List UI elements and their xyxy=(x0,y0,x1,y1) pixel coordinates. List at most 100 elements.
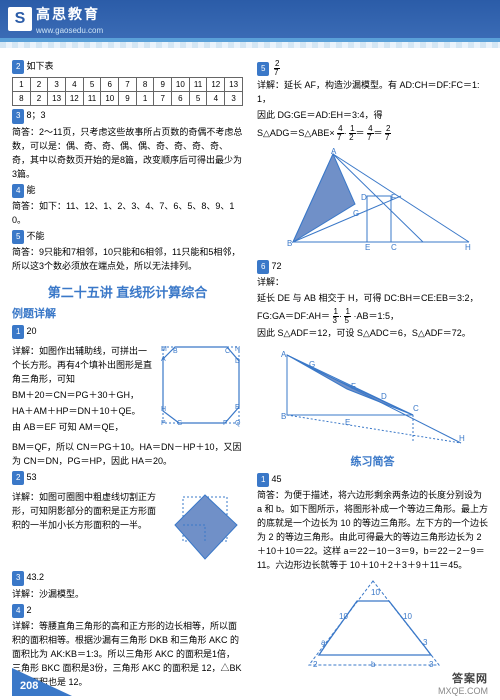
table-cell: 11 xyxy=(189,78,207,92)
answer: 43.2 xyxy=(26,572,44,582)
svg-text:G: G xyxy=(309,360,315,369)
brand-url: www.gaosedu.com xyxy=(36,26,103,35)
explanation: 简答：2～11页，只考虑这些故事所占页数的奇偶不考虑总数，可以是：偶、奇、奇、偶… xyxy=(12,126,243,182)
wave-divider xyxy=(0,42,500,48)
item-badge: 5 xyxy=(257,62,269,76)
table-cell: 4 xyxy=(65,78,83,92)
left-column: 2如下表 12345678910111213 82131211109176543… xyxy=(12,58,243,660)
item-badge: 4 xyxy=(12,184,24,198)
table-cell: 12 xyxy=(207,78,225,92)
text: 如下表 xyxy=(26,61,53,71)
explanation: 延长 DE 与 AB 相交于 H，可得 DC:BH＝CE:EB＝3:2， xyxy=(257,292,488,306)
answer: 不能 xyxy=(26,231,44,241)
svg-text:10: 10 xyxy=(403,612,412,621)
table-cell: 4 xyxy=(207,92,225,106)
svg-text:A: A xyxy=(161,356,166,363)
right-column: 5 27 详解：延长 AF，构造沙漏模型。有 AD:CH＝DF:FC＝1:1， … xyxy=(257,58,488,660)
svg-text:B: B xyxy=(173,348,178,355)
equation: 由 AB＝EF 可知 AM＝QE， xyxy=(12,421,155,435)
svg-text:N: N xyxy=(235,346,240,353)
subsection-title: 练习简答 xyxy=(257,453,488,469)
svg-text:C: C xyxy=(413,404,419,413)
svg-text:A: A xyxy=(331,147,337,156)
table-cell: 7 xyxy=(119,78,137,92)
svg-text:C: C xyxy=(391,243,397,252)
svg-text:E: E xyxy=(365,243,370,252)
answer: 20 xyxy=(26,326,36,336)
watermark: 答案网 MXQE.COM xyxy=(438,670,488,696)
table-cell: 6 xyxy=(101,78,119,92)
answer: 能 xyxy=(26,185,35,195)
table-cell: 9 xyxy=(154,78,172,92)
svg-text:A: A xyxy=(281,350,287,359)
svg-text:F: F xyxy=(351,382,356,391)
table-cell: 8 xyxy=(136,78,154,92)
table-row: 82131211109176543 xyxy=(13,92,243,106)
answer: 72 xyxy=(271,261,281,271)
svg-text:D: D xyxy=(361,193,367,202)
svg-text:Q: Q xyxy=(235,420,241,427)
explanation: 简答：9只能和7相邻，10只能和6相邻，11只能和5相邻，所以这3个数必须放在端… xyxy=(12,246,243,274)
table-cell: 1 xyxy=(13,78,31,92)
table-cell: 12 xyxy=(65,92,83,106)
explanation: 详解：如图作出辅助线，可拼出一个长方形。再有4个填补出图形是直角三角形，可知 xyxy=(12,345,155,387)
square-rotated-diagram xyxy=(165,489,243,567)
item-badge: 3 xyxy=(12,571,24,585)
explanation: 因此 DG:GE＝AD:EH＝3:4，得 xyxy=(257,109,488,123)
table-cell: 10 xyxy=(101,92,119,106)
subsection-title: 例题详解 xyxy=(12,305,243,321)
explanation: 详解：如图可圈图中粗虚线切割正方形，可知阴影部分的面积是正方形面积的一半加小长方… xyxy=(12,491,161,533)
table-row: 12345678910111213 xyxy=(13,78,243,92)
svg-text:B: B xyxy=(287,239,292,248)
table-cell: 3 xyxy=(48,78,66,92)
explanation: 简答：如下：11、12、1、2、3、4、7、6、5、8、9、10。 xyxy=(12,200,243,228)
svg-text:3: 3 xyxy=(423,638,428,647)
table-cell: 13 xyxy=(225,78,243,92)
svg-text:10: 10 xyxy=(371,588,380,597)
item-badge: 4 xyxy=(12,604,24,618)
item-badge: 2 xyxy=(12,60,24,74)
svg-text:H: H xyxy=(465,243,471,252)
label: 详解： xyxy=(257,276,488,290)
equation: S△ADG＝S△ABE× 47· 12＝ 47＝ 27 xyxy=(257,125,488,142)
page-body: 2如下表 12345678910111213 82131211109176543… xyxy=(0,48,500,660)
answer: 8；3 xyxy=(26,110,45,120)
table-cell: 13 xyxy=(48,92,66,106)
item-badge: 2 xyxy=(12,471,24,485)
polygon-diagram: A B M C N D E Q F G P H xyxy=(159,343,243,427)
number-table: 12345678910111213 82131211109176543 xyxy=(12,77,243,106)
table-cell: 2 xyxy=(30,92,48,106)
triangle-diagram-1: A B D G F E C H xyxy=(273,146,473,256)
svg-text:F: F xyxy=(391,193,396,202)
table-cell: 6 xyxy=(171,92,189,106)
table-cell: 2 xyxy=(30,78,48,92)
logo-badge: S xyxy=(8,7,32,31)
svg-text:H: H xyxy=(459,434,465,443)
svg-text:E: E xyxy=(235,404,240,411)
equation: FG:GA＝DF:AH＝ 13· 15 ·AB＝1:5， xyxy=(257,308,488,325)
page-footer: 208 答案网 MXQE.COM xyxy=(0,666,500,700)
item-badge: 1 xyxy=(257,473,269,487)
svg-text:G: G xyxy=(353,209,359,218)
table-cell: 8 xyxy=(13,92,31,106)
svg-text:10: 10 xyxy=(339,612,348,621)
svg-text:E: E xyxy=(345,418,350,427)
triangle-diagram-3: 10 10 10 a 3 2 b 3 xyxy=(293,575,453,671)
item-badge: 3 xyxy=(12,109,24,123)
table-cell: 5 xyxy=(189,92,207,106)
brand-header: S 高思教育 www.gaosedu.com xyxy=(0,0,500,42)
explanation: 因此 S△ADF＝12，可设 S△ADC＝6，S△ADF＝72。 xyxy=(257,327,488,341)
answer: 53 xyxy=(26,472,36,482)
table-cell: 10 xyxy=(171,78,189,92)
table-cell: 11 xyxy=(83,92,101,106)
svg-text:F: F xyxy=(223,420,227,427)
svg-text:H: H xyxy=(161,406,166,413)
footer-triangle: 208 xyxy=(12,668,72,696)
svg-text:P: P xyxy=(161,420,166,427)
svg-text:D: D xyxy=(235,358,240,365)
explanation: 详解：沙漏模型。 xyxy=(12,588,243,602)
explanation: BM＝QF，所以 CN＝PG＋10。HA＝DN－HP＋10，又因为 CN＝DN，… xyxy=(12,441,243,469)
table-cell: 3 xyxy=(225,92,243,106)
fraction: 27 xyxy=(274,60,280,77)
brand-name: 高思教育 xyxy=(36,4,103,24)
